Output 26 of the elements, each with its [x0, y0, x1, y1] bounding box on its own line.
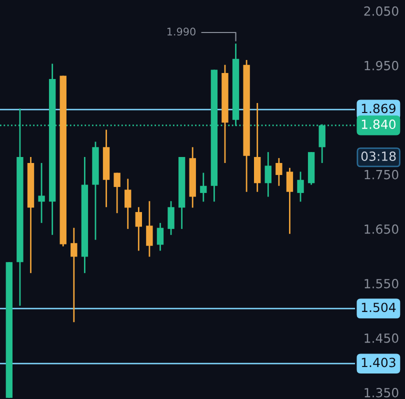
text: 03:18 [361, 151, 396, 161]
y-tick-label: 2.050 [364, 6, 398, 16]
annotation: 1.990 [167, 28, 196, 36]
candlestick [70, 227, 78, 323]
ref-line-label: 1.840 [362, 120, 396, 129]
candlestick [200, 172, 207, 202]
candlestick [114, 172, 120, 214]
candlestick [156, 222, 164, 252]
y-tick-label: 1.550 [364, 278, 398, 288]
y-tick-label: 1.950 [364, 60, 398, 70]
candlestick [168, 200, 174, 236]
y-tick-label: 1.650 [364, 224, 398, 234]
ref-line-label: 1.504 [362, 302, 396, 312]
candlestick [264, 151, 272, 198]
candlestick [135, 206, 142, 252]
candlestick [38, 162, 45, 224]
y-tick-label: 1.450 [364, 333, 398, 343]
y-tick-label: 1.750 [364, 170, 398, 180]
ref-line-label: 1.869 [362, 104, 396, 114]
candlestick [146, 200, 153, 258]
candlestick [124, 178, 132, 230]
y-tick-label: 1.350 [364, 388, 398, 398]
candlestick [276, 157, 282, 187]
candlestick [286, 167, 294, 235]
ref-line-label: 1.403 [362, 358, 396, 368]
candlestick [297, 171, 304, 202]
